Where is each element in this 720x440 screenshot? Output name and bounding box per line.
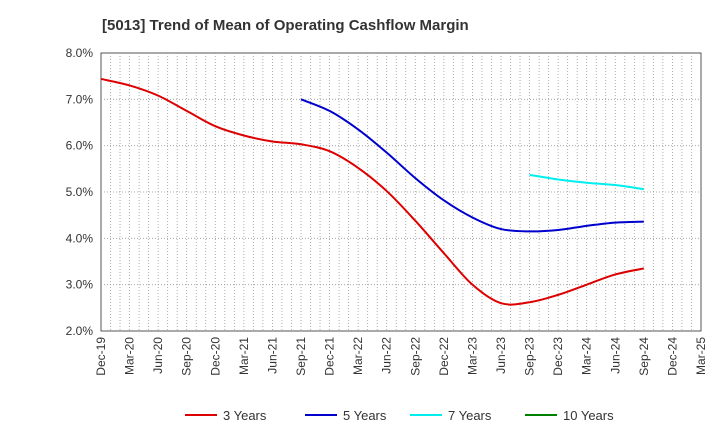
legend: 3 Years 5 Years 7 Years 10 Years (185, 408, 614, 423)
x-tick-label: Jun-20 (151, 337, 165, 374)
x-tick-label: Mar-21 (237, 337, 251, 375)
x-tick-label: Sep-20 (180, 337, 194, 376)
x-tick-label: Mar-22 (351, 337, 365, 375)
x-tick-label: Jun-21 (265, 337, 279, 374)
x-tick-label: Mar-25 (694, 337, 708, 375)
series-line-7-years (529, 173, 645, 191)
y-tick-label: 3.0% (66, 278, 94, 292)
y-axis-ticks: 2.0% 3.0% 4.0% 5.0% 6.0% 7.0% 8.0% (66, 46, 94, 338)
x-tick-label: Jun-22 (380, 337, 394, 374)
y-tick-label: 4.0% (66, 231, 94, 245)
x-tick-label: Mar-23 (465, 337, 479, 375)
x-tick-label: Dec-23 (551, 337, 565, 376)
legend-label: 7 Years (448, 408, 492, 423)
grid-lines (101, 53, 701, 331)
x-tick-label: Sep-22 (408, 337, 422, 376)
x-tick-label: Dec-21 (323, 337, 337, 376)
legend-label: 3 Years (223, 408, 267, 423)
x-tick-label: Dec-19 (94, 337, 108, 376)
chart-title: [5013] Trend of Mean of Operating Cashfl… (102, 17, 469, 34)
y-tick-label: 2.0% (66, 324, 94, 338)
legend-label: 10 Years (563, 408, 614, 423)
x-tick-label: Sep-24 (637, 337, 651, 376)
legend-label: 5 Years (343, 408, 387, 423)
x-tick-label: Jun-24 (608, 337, 622, 374)
x-tick-label: Jun-23 (494, 337, 508, 374)
y-tick-label: 7.0% (66, 92, 94, 106)
x-tick-label: Sep-23 (523, 337, 537, 376)
series-line-3-years (100, 77, 645, 306)
y-tick-label: 5.0% (66, 185, 94, 199)
x-tick-label: Sep-21 (294, 337, 308, 376)
x-axis-ticks: Dec-19 Mar-20 Jun-20 Sep-20 Dec-20 Mar-21 Jun-… (94, 337, 708, 376)
x-tick-label: Mar-24 (580, 337, 594, 375)
series-lines (100, 77, 645, 306)
x-tick-label: Mar-20 (123, 337, 137, 375)
x-tick-label: Dec-24 (665, 337, 679, 376)
x-tick-label: Dec-20 (208, 337, 222, 376)
series-line-5-years (300, 98, 644, 233)
y-tick-label: 8.0% (66, 46, 94, 60)
y-tick-label: 6.0% (66, 139, 94, 153)
x-tick-label: Dec-22 (437, 337, 451, 376)
